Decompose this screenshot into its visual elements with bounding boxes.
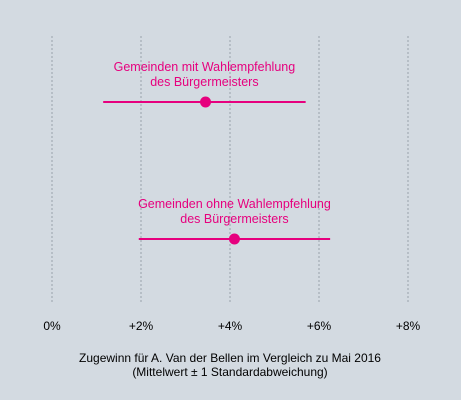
x-tick-labels: 0% +2% +4% +6% +8%	[43, 319, 420, 333]
group-label: des Bürgermeisters	[180, 212, 288, 226]
group-label: Gemeinden ohne Wahlempfehlung	[138, 197, 331, 211]
group-label: Gemeinden mit Wahlempfehlung	[114, 60, 296, 74]
group-label: des Bürgermeisters	[150, 75, 258, 89]
x-tick-label: +4%	[218, 319, 243, 333]
mean-point	[228, 233, 240, 245]
mean-point	[200, 96, 212, 108]
x-tick-label: +8%	[396, 319, 421, 333]
x-tick-label: +2%	[129, 319, 154, 333]
x-axis-subtitle: (Mittelwert ± 1 Standardabweichung)	[132, 365, 327, 379]
x-axis-title: Zugewinn für A. Van der Bellen im Vergle…	[79, 351, 381, 365]
x-tick-label: +6%	[307, 319, 332, 333]
x-tick-label: 0%	[43, 319, 61, 333]
gridlines	[51, 36, 409, 302]
